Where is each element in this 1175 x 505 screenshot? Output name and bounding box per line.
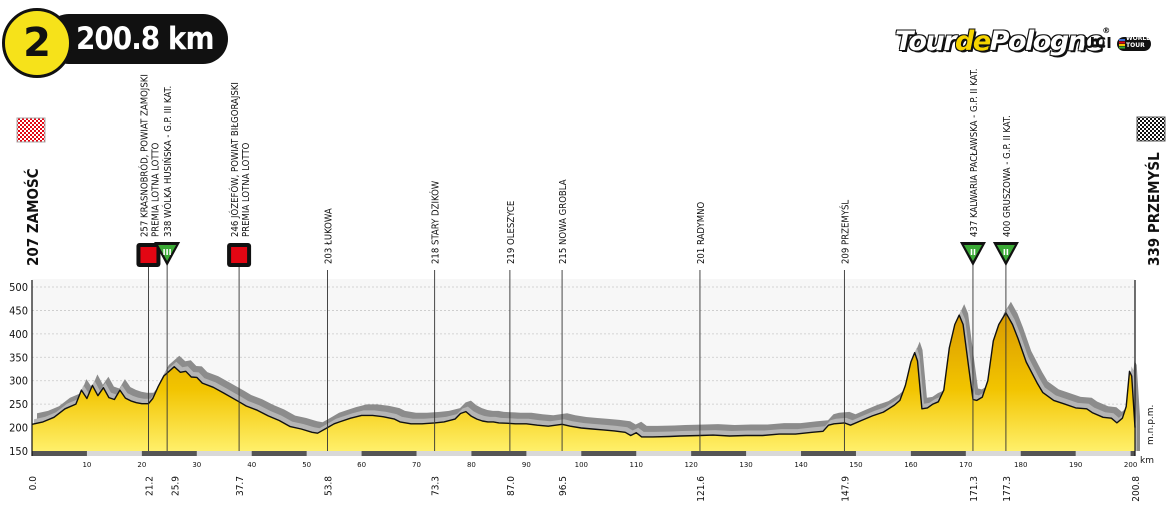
x-tick-label: 140 <box>794 461 807 469</box>
waypoint-sublabel: PREMIA LOTNA LOTTO <box>151 142 162 237</box>
world-tour-text: WORLD TOUR <box>1126 35 1152 49</box>
x-tick-label: 10 <box>82 461 91 469</box>
y-tick-label: 450 <box>9 304 28 317</box>
x-tick-label: 110 <box>630 461 643 469</box>
x-tick-label: 70 <box>412 461 421 469</box>
finish-town-label: 339 PRZEMYŚL <box>1144 152 1163 266</box>
uci-logo: UCI <box>1083 34 1112 52</box>
sprint-marker-fill <box>140 247 157 263</box>
y-tick-label: 200 <box>9 422 28 435</box>
climb-category-label: II <box>1003 248 1009 257</box>
km-scale-segment <box>471 451 527 456</box>
altitude-unit-label: m.n.p.m. <box>1146 405 1156 445</box>
km-marker-label: 25.9 <box>170 476 181 496</box>
waypoint-label: 215 NOWA GROBLA <box>558 179 569 264</box>
km-marker-label: 21.2 <box>145 476 156 496</box>
waypoint-sublabel: PREMIA LOTNA LOTTO <box>241 142 252 237</box>
km-marker-label: 96.5 <box>558 476 569 496</box>
climb-category-label: II <box>970 248 976 257</box>
x-tick-label: 30 <box>192 461 201 469</box>
x-tick-label: 180 <box>1014 461 1027 469</box>
stage-distance-pill: 200.8 km <box>44 14 228 64</box>
waypoint-label: 201 RADYMNO <box>696 202 707 264</box>
km-scale-segment <box>801 451 856 456</box>
axes: 150 200 250 300 350 400 450 500 10 20 30 40 50 60 70 80… <box>9 280 1156 502</box>
waypoint-label: 338 WÓLKA HUSIŃSKA - G.P. III KAT. <box>162 86 174 237</box>
profile-area <box>31 312 1136 451</box>
x-tick-label: 160 <box>904 461 917 469</box>
y-tick-label: 250 <box>9 398 28 411</box>
stage-number-badge: 2 <box>2 8 72 78</box>
x-tick-label: 150 <box>849 461 862 469</box>
x-tick-label: 20 <box>137 461 146 469</box>
km-scale-segment <box>32 451 87 456</box>
y-tick-label: 400 <box>9 328 28 341</box>
x-tick-label: 100 <box>575 461 588 469</box>
y-tick-label: 150 <box>9 445 28 458</box>
finish-flag-icon <box>1136 116 1166 142</box>
km-scale-segment <box>251 451 307 456</box>
waypoint-label: 203 ŁUKOWA <box>324 208 335 264</box>
km-marker-label: 171.3 <box>969 476 980 502</box>
profile-outline <box>31 312 1136 438</box>
km-scale-segment <box>1130 451 1135 456</box>
km-marker-label: 87.0 <box>506 476 517 496</box>
km-scale-segment <box>691 451 747 456</box>
km-scale-segment <box>910 451 966 456</box>
x-tick-label: 170 <box>959 461 972 469</box>
km-marker-label: 73.3 <box>431 476 442 496</box>
waypoint-label: 209 PRZEMYŚL <box>839 200 851 264</box>
sprint-marker-fill <box>231 247 248 263</box>
km-marker-label: 53.8 <box>324 476 335 496</box>
waypoint-label: 400 GRUSZOWA - G.P. II KAT. <box>1002 115 1013 237</box>
climb-marker-fill <box>963 245 982 261</box>
stage-distance: 200.8 km <box>76 21 215 57</box>
start-town-label: 207 ZAMOŚĆ <box>23 168 42 266</box>
km-scale-segment <box>361 451 417 456</box>
x-tick-label: 50 <box>302 461 311 469</box>
x-tick-label: 190 <box>1069 461 1082 469</box>
y-tick-label: 350 <box>9 351 28 364</box>
km-marker-label: 121.6 <box>696 476 707 502</box>
climb-marker-fill <box>996 245 1015 261</box>
waypoints: 257 KRASNOBRÓD, POWIAT ZAMOJSKI PREMIA LO… <box>136 68 1019 451</box>
km-scale-segment <box>141 451 197 456</box>
km-marker-label: 0.0 <box>28 476 39 491</box>
tour-de-pologne-logo: TourdePologne® UCI WORLD TOUR <box>894 24 1157 64</box>
y-tick-label: 500 <box>9 281 28 294</box>
km-unit-label: km <box>1140 456 1154 466</box>
start-flag-icon <box>16 117 46 143</box>
x-tick-label: 40 <box>247 461 256 469</box>
start-finish: 207 ZAMOŚĆ 339 PRZEMYŚL <box>16 116 1166 266</box>
waypoint-label: 218 STARY DZIKÓW <box>430 180 442 264</box>
km-scale-segment <box>581 451 637 456</box>
x-tick-label: 80 <box>467 461 476 469</box>
km-scale-segment <box>1020 451 1076 456</box>
waypoint-label: 257 KRASNOBRÓD, POWIAT ZAMOJSKI <box>139 74 151 237</box>
x-tick-label: 90 <box>522 461 531 469</box>
waypoint-label: 246 JÓZEFÓW, POWIAT BIŁGORAJSKI <box>229 82 241 237</box>
x-tick-label: 60 <box>357 461 366 469</box>
x-tick-label: 130 <box>739 461 752 469</box>
waypoint-label: 437 KALWARIA PACŁAWSKA - G.P. II KAT. <box>969 68 980 237</box>
logo-wordmark: TourdePologne® <box>894 25 1110 57</box>
x-tick-label: 200 <box>1124 461 1137 469</box>
x-tick-label: 120 <box>684 461 697 469</box>
km-marker-label: 177.3 <box>1002 476 1013 502</box>
climb-marker-fill <box>158 245 177 261</box>
uci-rainbow-icon <box>1117 37 1151 51</box>
profile-shadow-area <box>37 301 1140 451</box>
waypoint-label: 219 OLESZYCE <box>506 201 517 264</box>
climb-category-label: III <box>163 248 172 257</box>
profile-fill <box>32 312 1135 451</box>
y-tick-label: 300 <box>9 375 28 388</box>
km-marker-label: 147.9 <box>840 476 851 502</box>
km-marker-label: 200.8 <box>1131 476 1142 502</box>
km-marker-label: 37.7 <box>235 476 246 496</box>
stage-number: 2 <box>23 20 51 66</box>
